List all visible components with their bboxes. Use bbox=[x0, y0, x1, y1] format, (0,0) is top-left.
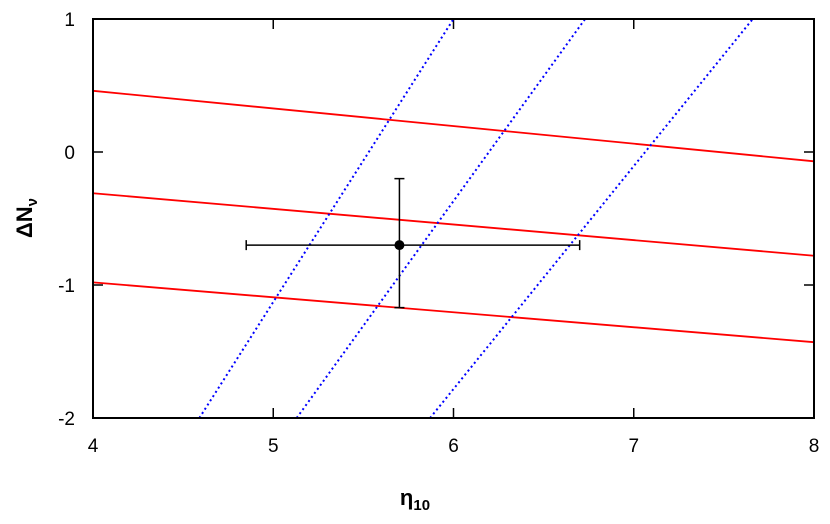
curve bbox=[93, 89, 814, 163]
x-tick-label: 6 bbox=[448, 436, 459, 457]
x-label-sub: 10 bbox=[413, 497, 430, 514]
y-tick-label: -1 bbox=[58, 276, 75, 297]
curve bbox=[429, 19, 754, 418]
curve bbox=[93, 192, 814, 257]
data-point bbox=[394, 240, 405, 251]
curve bbox=[295, 19, 586, 418]
y-label-main: ΔN bbox=[12, 206, 37, 238]
y-tick-label: 0 bbox=[64, 143, 75, 164]
x-label-main: η bbox=[400, 485, 413, 510]
x-tick-label: 7 bbox=[628, 436, 639, 457]
y-label-sub: ν bbox=[24, 198, 41, 206]
x-tick-label: 5 bbox=[268, 436, 279, 457]
x-tick-label: 4 bbox=[88, 436, 99, 457]
y-tick-label: -2 bbox=[58, 409, 75, 430]
curve bbox=[198, 19, 455, 418]
x-axis-label: η10 bbox=[400, 485, 430, 514]
y-axis-label: ΔNν bbox=[12, 198, 41, 238]
plot-frame bbox=[92, 18, 815, 419]
y-tick-label: 1 bbox=[64, 10, 75, 31]
x-error-bar bbox=[245, 240, 581, 251]
x-tick-label: 8 bbox=[809, 436, 820, 457]
curve bbox=[93, 281, 814, 344]
